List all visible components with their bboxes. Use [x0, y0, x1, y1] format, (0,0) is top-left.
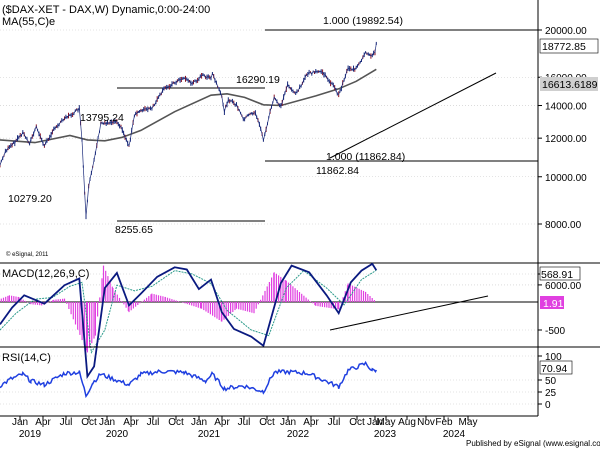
x-month-label: May — [459, 417, 478, 428]
annotation-8255: 8255.65 — [115, 224, 153, 236]
time-x-axis: Jan Apr Jul Oct Jan Apr Jul Oct Jan Apr Jul Oct Jan A… — [0, 0, 539, 440]
price-tick-label: 12000.00 — [545, 134, 587, 145]
x-month-label: Aug — [398, 417, 416, 428]
price-plot-area — [0, 0, 538, 262]
x-month-label: May — [377, 417, 396, 428]
chart-title: ($DAX-XET - DAX,W) Dynamic,0:00-24:00 — [2, 4, 210, 16]
x-year-label: 2021 — [198, 429, 221, 440]
macd-value-tag-text: 568.91 — [541, 269, 573, 281]
x-year-label: 2022 — [287, 429, 310, 440]
rsi-value-tag: 70.94 — [539, 360, 573, 375]
x-year-label: 2023 — [374, 429, 397, 440]
footer-publisher: Published by eSignal (www.esignal.com) — [466, 439, 600, 448]
fib-projection-label: 1.000 (19892.54) — [323, 15, 403, 27]
ma-value-tag: 16613.6189 — [540, 77, 598, 91]
price-bars — [0, 41, 377, 220]
annotation-16290: 16290.19 — [236, 74, 280, 86]
x-month-label: Oct — [259, 417, 275, 428]
rsi-tick-label: 50 — [545, 376, 557, 387]
macd-value-tag-box — [539, 266, 581, 281]
x-month-label: Jan — [99, 417, 115, 428]
x-month-label: Oct — [349, 417, 365, 428]
hist-value-tag-box — [540, 296, 564, 309]
x-month-label: Feb — [435, 417, 453, 428]
macd-tick-label: -500 — [545, 326, 565, 337]
x-month-label: Jan — [280, 417, 296, 428]
x-month-label: Jan — [191, 417, 207, 428]
trendline-macd — [329, 295, 489, 331]
macd-line — [0, 262, 378, 380]
hist-value-tag-text: 1.91 — [543, 298, 564, 310]
x-month-label: Jul — [147, 417, 160, 428]
hist-value-tag: 1.91 — [540, 296, 564, 310]
ma-value-tag-text: 16613.6189 — [542, 79, 598, 91]
copyright-text: © eSignal, 2011 — [6, 251, 49, 258]
x-month-label: Oct — [81, 417, 97, 428]
annotation-10279: 10279.20 — [8, 193, 52, 205]
x-axis-labels: Jan Apr Jul Oct Jan Apr Jul Oct Jan Apr Jul Oct Jan A… — [12, 416, 478, 440]
price-panel: ($DAX-XET - DAX,W) Dynamic,0:00-24:00 MA… — [0, 0, 599, 292]
x-month-label: Apr — [303, 417, 319, 428]
x-year-label: 2020 — [106, 429, 129, 440]
x-month-label: Apr — [123, 417, 139, 428]
last-price-tag: 18772.85 — [539, 38, 599, 54]
macd-panel: MACD(12,26,9,C) 500-500 568.91 1.91 — [0, 262, 600, 380]
x-month-label: Nov — [417, 417, 435, 428]
price-tick-label: 10000.00 — [545, 173, 587, 184]
fibonacci-lines — [117, 29, 538, 222]
price-tick-label: 8000.00 — [545, 220, 582, 231]
trendline-price — [329, 72, 497, 159]
x-month-label: Apr — [214, 417, 230, 428]
x-month-label: Jul — [328, 417, 341, 428]
x-month-label: Oct — [168, 417, 184, 428]
macd-signal-line — [0, 269, 377, 354]
last-price-tag-box — [539, 38, 599, 54]
macd-value-tag: 568.91 — [539, 266, 581, 281]
x-month-label: Jan — [367, 417, 383, 428]
x-year-label: 2019 — [19, 429, 42, 440]
price-close-line — [0, 43, 377, 217]
ma-value-tag-box — [540, 77, 598, 91]
annotation-11862: 11862.84 — [316, 165, 359, 177]
rsi-tick-label: 25 — [545, 388, 557, 399]
rsi-tick-label: 0 — [545, 400, 551, 411]
rsi-indicator-label: RSI(14,C) — [2, 352, 51, 364]
rsi-line — [0, 360, 377, 399]
macd-histogram — [0, 265, 375, 353]
last-price-tag-text: 18772.85 — [542, 41, 586, 53]
fib-support-label: 1.000 (11862.84) — [326, 151, 405, 163]
x-month-label: Jul — [60, 417, 73, 428]
price-tick-label: 6000.00 — [545, 281, 582, 292]
x-month-label: Jul — [238, 417, 251, 428]
price-tick-label: 20000.00 — [545, 26, 587, 37]
x-month-label: Apr — [35, 417, 51, 428]
rsi-value-tag-box — [539, 360, 573, 375]
rsi-value-tag-text: 70.94 — [541, 363, 567, 375]
x-month-label: Jan — [12, 417, 28, 428]
price-tick-label: 14000.00 — [545, 102, 587, 113]
annotation-13795: 13795.24 — [80, 112, 124, 124]
ma-indicator-label: MA(55,C)e — [2, 16, 55, 28]
x-year-label: 2024 — [443, 429, 466, 440]
rsi-tick-label: 100 — [545, 352, 562, 363]
